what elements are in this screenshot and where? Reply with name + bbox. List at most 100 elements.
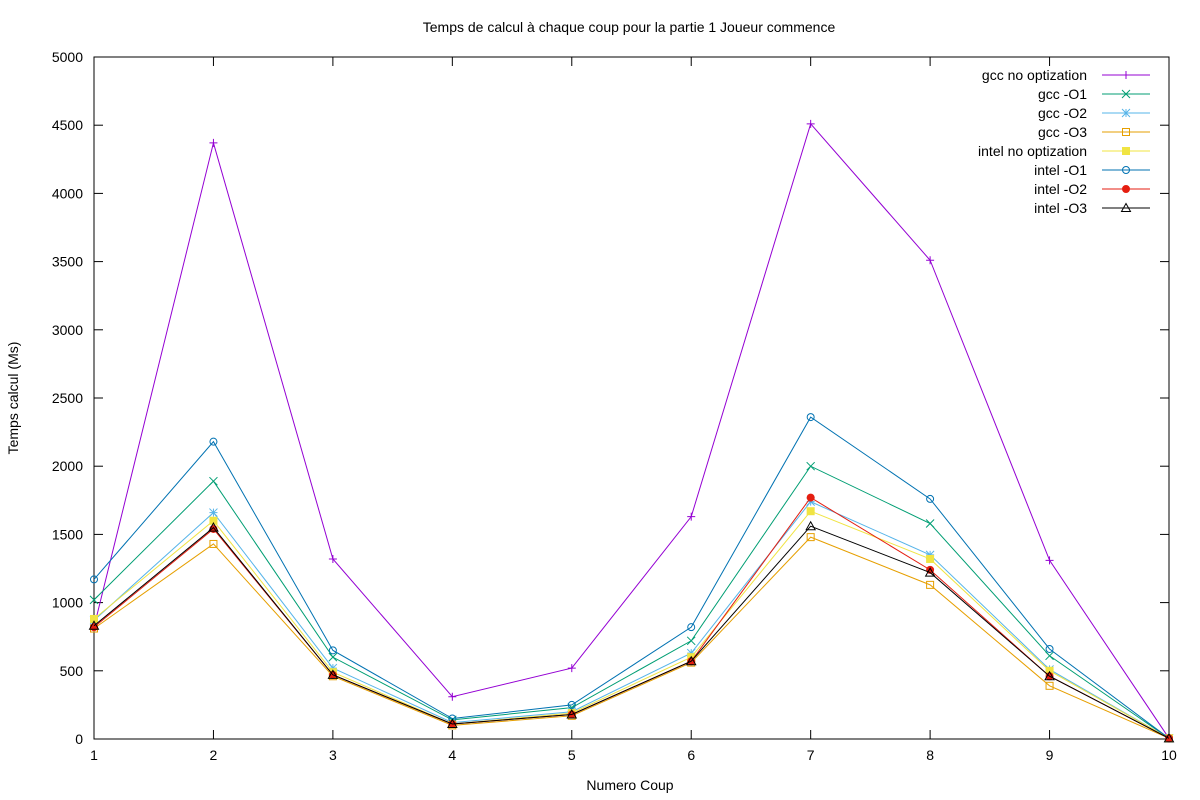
series-1 xyxy=(89,461,1174,743)
y-tick-label: 3500 xyxy=(52,254,83,270)
data-point xyxy=(1044,670,1055,681)
y-axis-label: Temps calcul (Ms) xyxy=(5,342,21,455)
legend-entry: intel -O3 xyxy=(1034,200,1150,216)
legend-entry: gcc no optization xyxy=(982,67,1150,83)
series-line xyxy=(93,501,1170,739)
x-tick-label: 10 xyxy=(1161,747,1177,763)
legend-entry: intel -O1 xyxy=(1034,162,1150,178)
series-line xyxy=(93,510,1170,739)
data-point xyxy=(446,718,458,728)
legend-entry: gcc -O3 xyxy=(1038,124,1150,140)
data-point xyxy=(88,620,100,630)
data-point xyxy=(806,413,815,422)
data-point xyxy=(209,138,218,147)
data-point xyxy=(806,497,816,507)
data-point xyxy=(90,614,98,623)
data-point xyxy=(686,636,696,646)
data-point xyxy=(926,494,935,503)
data-point xyxy=(327,669,339,679)
data-point xyxy=(1122,147,1130,155)
series-line xyxy=(93,496,1170,739)
data-point xyxy=(926,554,935,563)
data-point xyxy=(89,595,99,605)
y-tick-label: 4000 xyxy=(52,185,83,201)
y-tick-label: 1500 xyxy=(52,526,83,542)
data-point xyxy=(806,507,815,516)
data-point xyxy=(566,708,578,719)
data-point xyxy=(806,119,815,128)
series-layer xyxy=(88,119,1175,743)
legend-label: intel no optization xyxy=(978,143,1087,159)
data-point xyxy=(1122,71,1130,79)
data-point xyxy=(1045,681,1054,690)
data-point xyxy=(926,580,935,589)
data-point xyxy=(1045,556,1054,565)
series-7 xyxy=(88,520,1175,743)
data-point xyxy=(1045,644,1054,653)
series-4 xyxy=(90,507,1173,743)
series-3 xyxy=(90,533,1173,743)
data-point xyxy=(328,646,337,655)
data-point xyxy=(209,539,218,548)
x-axis-label: Numero Coup xyxy=(586,777,673,793)
series-0 xyxy=(90,119,1173,743)
data-point xyxy=(1122,166,1130,174)
x-tick-label: 3 xyxy=(329,747,337,763)
data-point xyxy=(1045,651,1054,661)
legend-label: intel -O3 xyxy=(1034,200,1087,216)
x-tick-label: 9 xyxy=(1046,747,1054,763)
data-point xyxy=(806,533,815,542)
y-tick-label: 2500 xyxy=(52,390,83,406)
data-point xyxy=(1121,89,1131,99)
y-tick-label: 0 xyxy=(75,731,83,747)
data-point xyxy=(90,575,98,584)
data-point xyxy=(1121,108,1131,118)
series-line xyxy=(93,416,1170,739)
legend-label: gcc -O3 xyxy=(1038,124,1087,140)
y-tick-label: 2000 xyxy=(52,458,83,474)
data-point xyxy=(208,522,219,532)
data-point xyxy=(1120,202,1132,212)
data-point xyxy=(805,520,817,531)
data-point xyxy=(209,476,218,486)
legend-label: gcc -O2 xyxy=(1038,105,1087,121)
y-tick-label: 1000 xyxy=(52,595,83,611)
legend-label: intel -O1 xyxy=(1034,162,1087,178)
series-line xyxy=(93,536,1170,739)
x-tick-label: 6 xyxy=(687,747,695,763)
data-point xyxy=(925,550,935,560)
legend-label: intel -O2 xyxy=(1034,181,1087,197)
series-2 xyxy=(89,497,1174,743)
data-point xyxy=(685,655,697,666)
legend-entry: gcc -O2 xyxy=(1038,105,1150,121)
data-point xyxy=(806,493,815,502)
data-point xyxy=(687,512,696,521)
data-point xyxy=(328,652,338,662)
axis-ticks: 0 500 1000 1500 2000 2500 3000 3500 4000 4500 5000… xyxy=(52,49,1177,763)
x-tick-label: 2 xyxy=(210,747,218,763)
x-tick-label: 7 xyxy=(807,747,815,763)
data-point xyxy=(209,437,218,446)
data-point xyxy=(209,508,218,517)
data-point xyxy=(687,623,696,632)
series-line xyxy=(93,465,1170,739)
data-point xyxy=(1122,128,1130,136)
legend-label: gcc -O1 xyxy=(1038,86,1087,102)
data-point xyxy=(1163,732,1175,743)
y-tick-label: 5000 xyxy=(52,49,83,65)
legend-entry: gcc -O1 xyxy=(1038,86,1150,102)
y-tick-label: 500 xyxy=(60,663,84,679)
data-point xyxy=(924,567,936,577)
data-point xyxy=(686,648,696,658)
series-line xyxy=(93,122,1170,739)
data-point xyxy=(926,256,935,265)
x-tick-label: 4 xyxy=(448,747,456,763)
chart-title: Temps de calcul à chaque coup pour la pa… xyxy=(423,19,836,35)
x-tick-label: 1 xyxy=(90,747,98,763)
data-point xyxy=(567,700,576,709)
x-tick-label: 5 xyxy=(568,747,576,763)
series-line xyxy=(93,525,1170,739)
legend-entry: intel -O2 xyxy=(1034,181,1150,197)
data-point xyxy=(567,664,576,673)
